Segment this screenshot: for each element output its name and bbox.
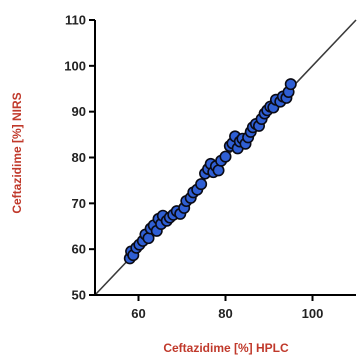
y-tick-label-60: 60 xyxy=(72,242,86,257)
data-point-31 xyxy=(212,164,225,177)
y-tick-label-110: 110 xyxy=(65,13,86,28)
data-point-56 xyxy=(284,78,297,91)
y-tick-label-70: 70 xyxy=(72,196,86,211)
data-point-33 xyxy=(219,150,232,163)
x-axis-title: Ceftazidime [%] HPLC xyxy=(163,341,289,355)
y-tick-label-90: 90 xyxy=(72,104,86,119)
plot-area xyxy=(94,19,357,296)
axes: 50 60 70 80 90 100 110 60 80 100 xyxy=(64,13,356,321)
y-axis-title: Ceftazidime [%] NIRS xyxy=(10,92,24,213)
x-tick-label-80: 80 xyxy=(218,306,232,321)
x-tick-label-100: 100 xyxy=(302,306,324,321)
y-tick-label-80: 80 xyxy=(72,150,86,165)
y-tick-label-100: 100 xyxy=(64,58,86,73)
data-point-25 xyxy=(195,178,208,191)
y-tick-label-50: 50 xyxy=(72,288,86,303)
x-tick-label-60: 60 xyxy=(131,306,145,321)
